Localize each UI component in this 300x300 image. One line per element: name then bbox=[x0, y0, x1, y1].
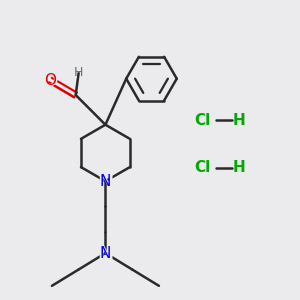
Text: O: O bbox=[42, 71, 59, 90]
Text: Cl: Cl bbox=[194, 160, 210, 175]
Text: N: N bbox=[100, 246, 111, 261]
Text: H: H bbox=[233, 113, 245, 128]
Text: N: N bbox=[97, 244, 113, 262]
Text: N: N bbox=[97, 172, 113, 191]
Text: N: N bbox=[100, 174, 111, 189]
Text: O: O bbox=[44, 73, 56, 88]
Text: H: H bbox=[74, 66, 83, 79]
Text: H: H bbox=[72, 64, 86, 82]
Text: H: H bbox=[233, 160, 245, 175]
Text: Cl: Cl bbox=[194, 113, 210, 128]
